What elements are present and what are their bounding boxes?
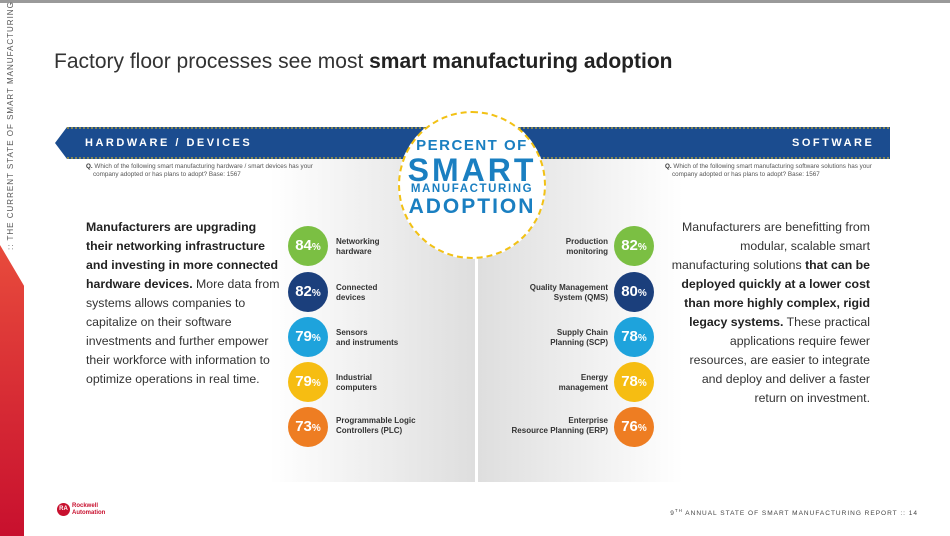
rockwell-logo-icon: RA (57, 503, 70, 516)
hardware-badge-sensors: 79% (288, 317, 328, 357)
hardware-badge-networking: 84% (288, 226, 328, 266)
center-line-1: PERCENT OF (416, 137, 528, 154)
page-title: Factory floor processes see most smart m… (54, 50, 673, 73)
hardware-banner-label: HARDWARE / DEVICES (85, 137, 253, 149)
software-badge-qms: 80% (614, 272, 654, 312)
center-line-4: ADOPTION (408, 195, 536, 218)
center-line-3: MANUFACTURING (410, 183, 534, 195)
software-label-qms: Quality Management System (QMS) (529, 283, 608, 302)
software-question: Q. Which of the following smart manufact… (665, 163, 872, 178)
adoption-center-badge: PERCENT OF SMART MANUFACTURING ADOPTION (398, 111, 546, 259)
hardware-badge-plc: 73% (288, 407, 328, 447)
hardware-label-industrial-computers: Industrial computers (336, 373, 377, 392)
hardware-badge-connected: 82% (288, 272, 328, 312)
software-label-scp: Supply Chain Planning (SCP) (550, 328, 608, 347)
hardware-label-plc: Programmable Logic Controllers (PLC) (336, 416, 416, 435)
software-paragraph: Manufacturers are benefitting from modul… (671, 220, 870, 405)
rockwell-logo-text: Rockwell Automation (72, 503, 106, 516)
hardware-badge-industrial-computers: 79% (288, 362, 328, 402)
center-line-2: SMART (407, 152, 537, 188)
red-accent-shape (0, 245, 24, 536)
top-rule (0, 0, 950, 3)
section-side-tag: :: THE CURRENT STATE OF SMART MANUFACTUR… (6, 0, 15, 250)
software-badge-erp: 76% (614, 407, 654, 447)
software-badge-energy: 78% (614, 362, 654, 402)
software-label-erp: Enterprise Resource Planning (ERP) (511, 416, 608, 435)
software-badge-scp: 78% (614, 317, 654, 357)
hardware-label-sensors: Sensors and instruments (336, 328, 399, 347)
hardware-paragraph: Manufacturers are upgrading their networ… (86, 220, 280, 386)
software-badge-production: 82% (614, 226, 654, 266)
hardware-label-connected: Connected devices (336, 283, 378, 302)
hardware-label-networking: Networking hardware (336, 237, 380, 256)
software-label-energy: Energy management (558, 373, 608, 392)
hardware-question: Q. Which of the following smart manufact… (86, 163, 313, 178)
page-footer: 9TH ANNUAL STATE OF SMART MANUFACTURING … (670, 508, 918, 518)
software-banner-label: SOFTWARE (792, 137, 875, 149)
software-label-production: Production monitoring (565, 237, 608, 256)
